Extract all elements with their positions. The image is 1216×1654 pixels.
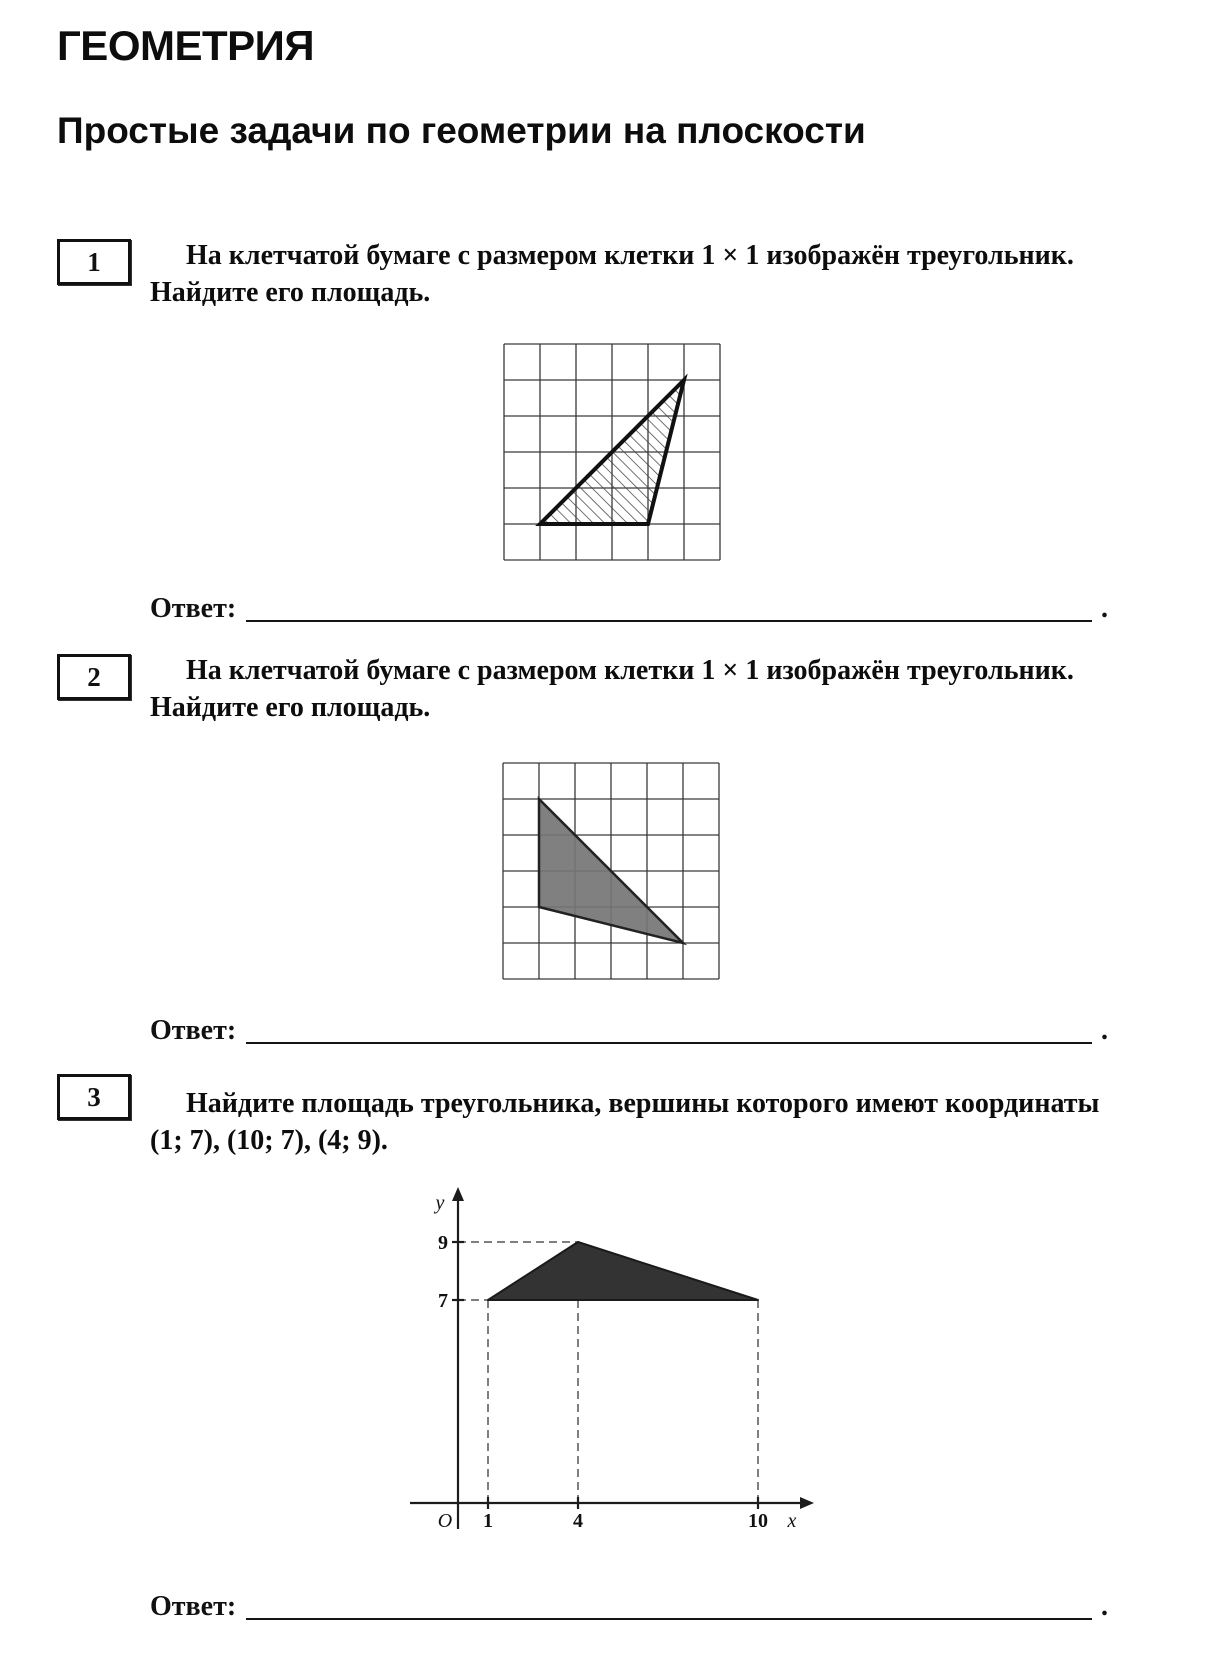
answer-row-1: Ответ: . bbox=[150, 588, 1108, 624]
coordinate-plot-svg: y x O 9 7 1 4 10 bbox=[410, 1187, 814, 1532]
x-tick-label: 4 bbox=[573, 1510, 583, 1532]
y-tick-label: 9 bbox=[438, 1232, 448, 1254]
answer-period: . bbox=[1101, 1015, 1108, 1046]
answer-blank-line bbox=[246, 590, 1092, 622]
text-line: (1; 7), (10; 7), (4; 9). bbox=[150, 1125, 388, 1156]
y-axis-arrow bbox=[452, 1187, 464, 1201]
problem-number: 3 bbox=[87, 1081, 101, 1112]
problem-number: 2 bbox=[87, 661, 101, 692]
y-tick-label: 7 bbox=[438, 1290, 448, 1312]
figure-grid-triangle-1 bbox=[501, 341, 723, 568]
problem-number-box-3: 3 bbox=[57, 1074, 131, 1120]
answer-label: Ответ: bbox=[150, 1591, 237, 1622]
grid-triangle-svg bbox=[502, 762, 720, 980]
problem-number: 1 bbox=[87, 246, 101, 277]
problem-number-box-1: 1 bbox=[57, 239, 131, 285]
figure-coordinate-plot: y x O 9 7 1 4 10 bbox=[400, 1185, 820, 1550]
answer-period: . bbox=[1101, 593, 1108, 624]
answer-period: . bbox=[1101, 1591, 1108, 1622]
text-line: На клетчатой бумаге с размером клетки 1 … bbox=[186, 240, 1074, 271]
text-line: Найдите его площадь. bbox=[150, 692, 431, 723]
x-axis-arrow bbox=[800, 1497, 814, 1509]
section-title: Простые задачи по геометрии на плоскости bbox=[57, 110, 866, 151]
problem-text-1: На клетчатой бумаге с размером клетки 1 … bbox=[150, 237, 1110, 311]
answer-row-3: Ответ: . bbox=[150, 1586, 1108, 1622]
triangle-shape bbox=[535, 373, 688, 526]
text-line: Найдите площадь треугольника, вершины ко… bbox=[186, 1088, 1100, 1119]
triangle-shape bbox=[537, 795, 688, 946]
problem-number-box-2: 2 bbox=[57, 654, 131, 700]
origin-label: O bbox=[438, 1510, 452, 1532]
page-title: ГЕОМЕТРИЯ bbox=[57, 22, 315, 69]
answer-blank-line bbox=[246, 1588, 1092, 1620]
axes bbox=[410, 1199, 800, 1529]
y-axis-label: y bbox=[434, 1192, 445, 1214]
triangle-shape bbox=[487, 1241, 759, 1301]
grid-triangle-svg bbox=[503, 343, 721, 561]
text-line: На клетчатой бумаге с размером клетки 1 … bbox=[186, 655, 1074, 686]
problem-text-3: Найдите площадь треугольника, вершины ко… bbox=[150, 1085, 1110, 1159]
text-line: Найдите его площадь. bbox=[150, 277, 431, 308]
answer-blank-line bbox=[246, 1012, 1092, 1044]
answer-label: Ответ: bbox=[150, 593, 237, 624]
answer-row-2: Ответ: . bbox=[150, 1010, 1108, 1046]
answer-label: Ответ: bbox=[150, 1015, 237, 1046]
figure-grid-triangle-2 bbox=[500, 760, 722, 987]
x-tick-label: 1 bbox=[483, 1510, 493, 1532]
x-tick-label: 10 bbox=[748, 1510, 768, 1532]
x-axis-label: x bbox=[787, 1510, 797, 1532]
problem-text-2: На клетчатой бумаге с размером клетки 1 … bbox=[150, 652, 1110, 726]
